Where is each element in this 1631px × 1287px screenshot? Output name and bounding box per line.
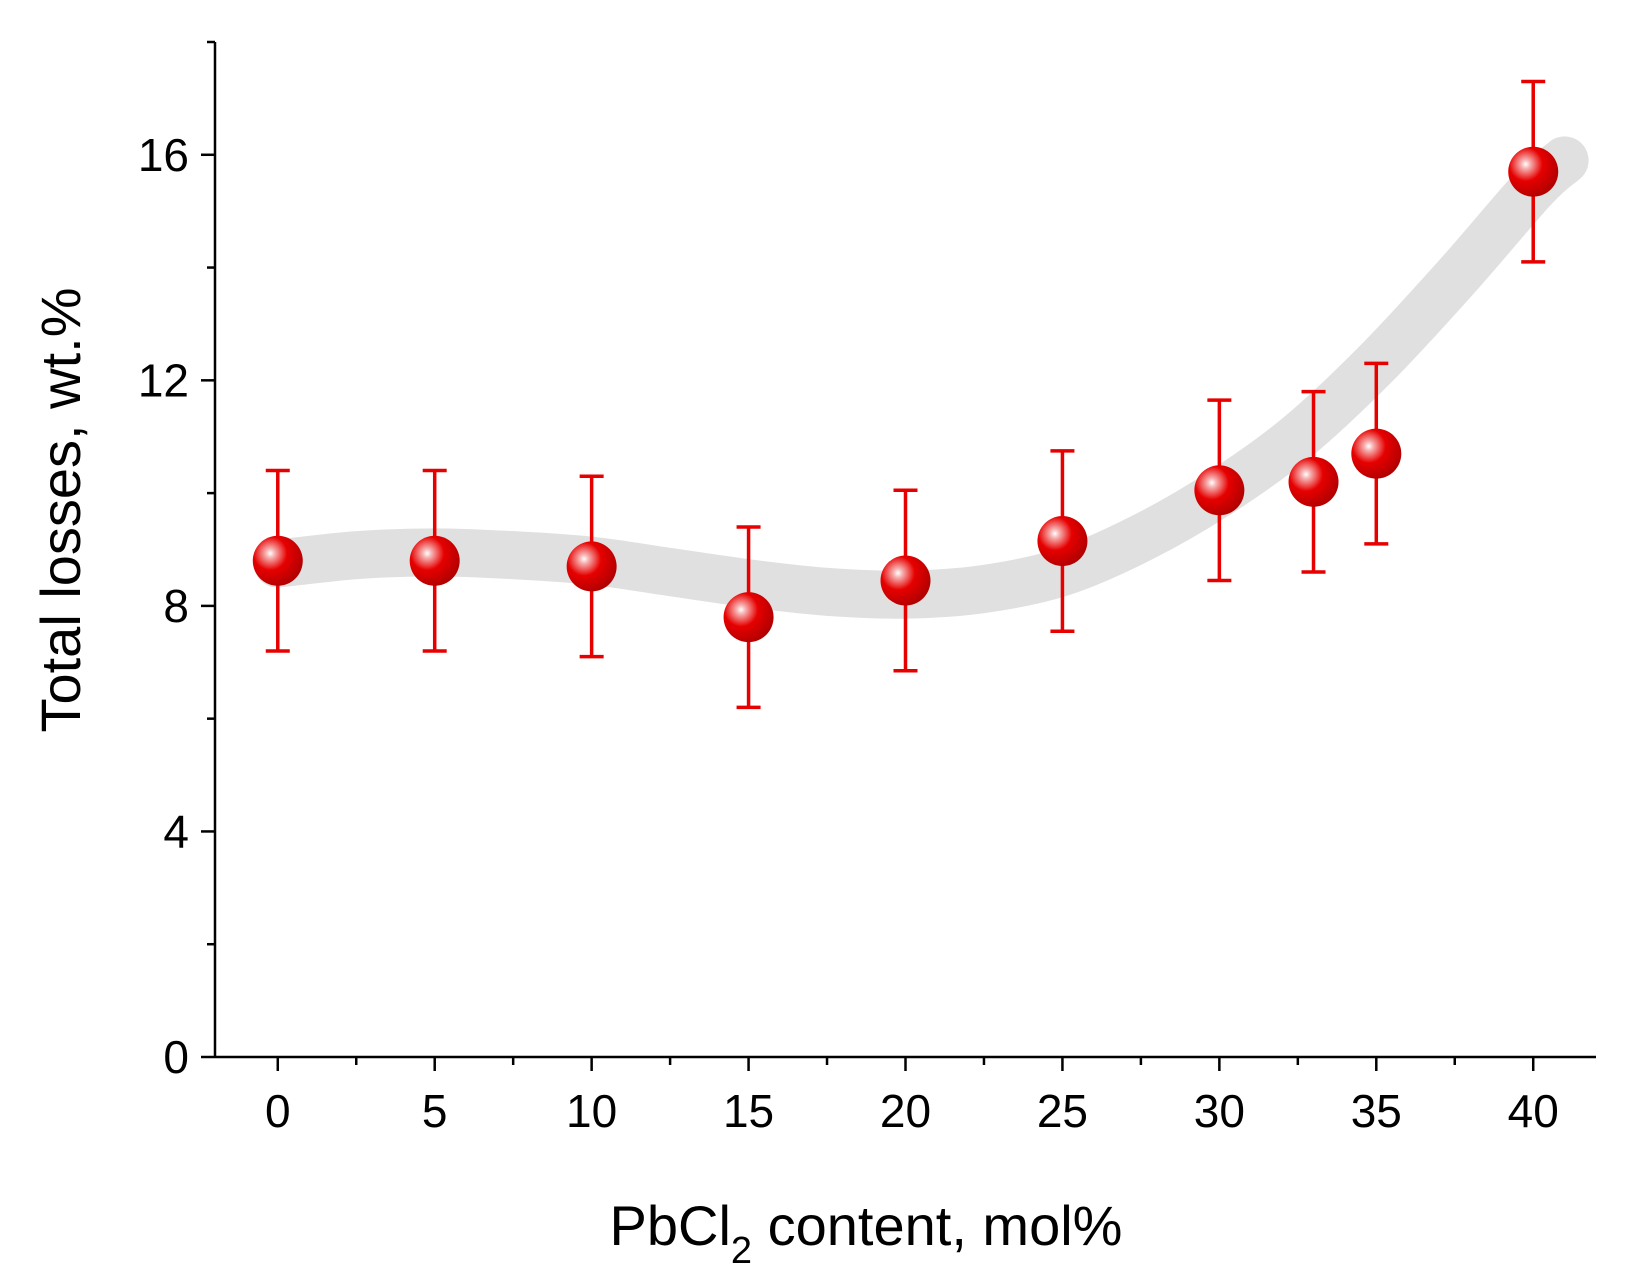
y-tick-label: 4 (163, 805, 189, 857)
data-point (1037, 516, 1088, 567)
x-tick-label: 5 (422, 1085, 448, 1137)
x-tick-label: 35 (1351, 1085, 1402, 1137)
y-tick-label: 8 (163, 580, 189, 632)
data-point (1508, 146, 1559, 197)
data-point (880, 555, 931, 606)
data-point (409, 535, 460, 586)
data-point (1194, 465, 1245, 516)
x-tick-label: 30 (1194, 1085, 1245, 1137)
x-axis-title-rest: content, mol% (752, 1194, 1122, 1257)
x-tick-label: 25 (1037, 1085, 1088, 1137)
data-point (252, 535, 303, 586)
trend-band (253, 136, 1589, 619)
data-point (723, 592, 774, 643)
data-markers (252, 146, 1559, 643)
data-point (1288, 456, 1339, 507)
x-tick-label: 10 (566, 1085, 617, 1137)
data-point (1351, 428, 1402, 479)
x-tick-label: 0 (265, 1085, 291, 1137)
y-tick-label: 16 (138, 129, 189, 181)
y-axis-title: Total losses, wt.% (29, 287, 92, 732)
x-axis-title: PbCl2 content, mol% (610, 1194, 1123, 1272)
x-axis-title-main: PbCl (610, 1194, 731, 1257)
x-tick-label: 20 (880, 1085, 931, 1137)
y-axis-ticks: 0 4 8 12 16 (138, 40, 215, 1083)
x-tick-label: 15 (723, 1085, 774, 1137)
y-tick-label: 12 (138, 354, 189, 406)
x-axis-ticks: 0 5 10 15 20 25 30 35 40 (265, 1057, 1559, 1137)
data-point (566, 541, 617, 592)
y-tick-label: 0 (163, 1031, 189, 1083)
x-axis-title-subscript: 2 (731, 1230, 752, 1272)
x-tick-label: 40 (1508, 1085, 1559, 1137)
